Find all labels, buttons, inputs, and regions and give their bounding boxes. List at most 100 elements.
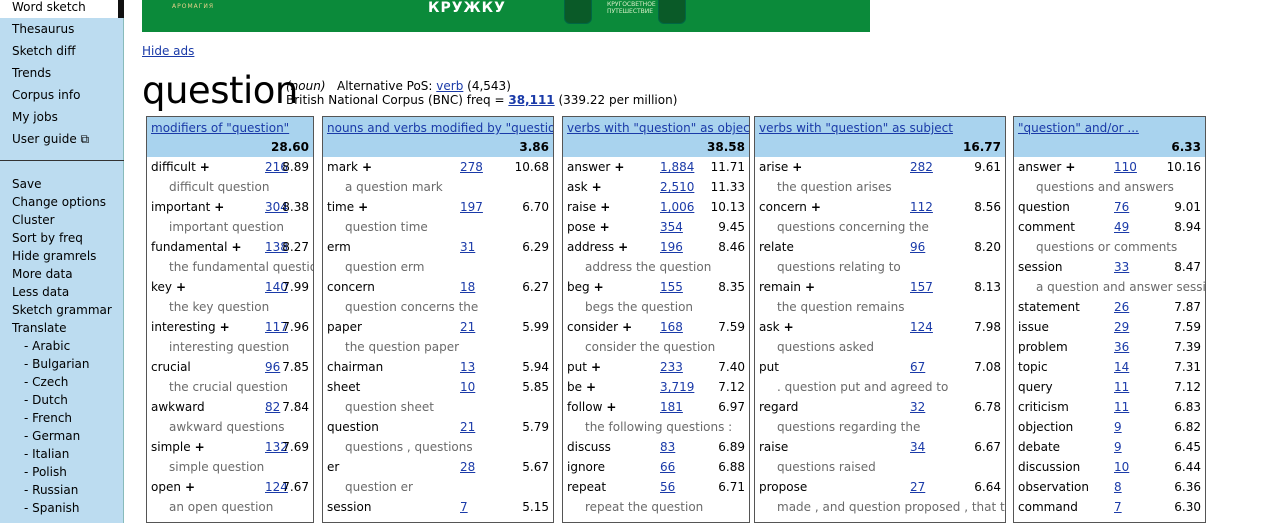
- collocate-example[interactable]: address the question: [585, 260, 712, 274]
- collocate-freq-link[interactable]: 112: [910, 200, 933, 214]
- collocate-word[interactable]: query: [1018, 377, 1057, 397]
- collocate-freq-link[interactable]: 96: [910, 240, 926, 254]
- collocate-word[interactable]: interesting +: [151, 317, 230, 337]
- collocate-freq-link[interactable]: 140: [265, 280, 288, 294]
- hide-ads-link[interactable]: Hide ads: [142, 44, 195, 58]
- collocate-word[interactable]: time +: [327, 197, 368, 217]
- collocate-freq-link[interactable]: 124: [265, 480, 288, 494]
- collocate-freq-link[interactable]: 67: [910, 360, 926, 374]
- collocate-word[interactable]: ignore: [567, 457, 609, 477]
- collocate-word[interactable]: repeat: [567, 477, 610, 497]
- collocate-word[interactable]: open +: [151, 477, 195, 497]
- collocate-example[interactable]: . question put and agreed to: [777, 380, 949, 394]
- collocate-word[interactable]: question: [327, 417, 383, 437]
- collocate-example[interactable]: the crucial question: [169, 380, 288, 394]
- expand-plus-icon[interactable]: +: [219, 320, 230, 334]
- expand-plus-icon[interactable]: +: [1065, 160, 1076, 174]
- collocate-word[interactable]: sheet: [327, 377, 364, 397]
- expand-plus-icon[interactable]: +: [176, 280, 187, 294]
- nav-my-jobs[interactable]: My jobs: [12, 110, 58, 124]
- lang-arabic[interactable]: - Arabic: [24, 339, 71, 353]
- ad-banner[interactable]: АРОМАГИЯ КРУЖКУ КРУГОСВЕТНОЕ ПУТЕШЕСТВИЕ: [142, 0, 870, 32]
- nav-thesaurus[interactable]: Thesaurus: [12, 22, 75, 36]
- collocate-word[interactable]: er: [327, 457, 343, 477]
- collocate-example[interactable]: question er: [345, 480, 413, 494]
- collocate-example[interactable]: the question paper: [345, 340, 460, 354]
- expand-plus-icon[interactable]: +: [593, 280, 604, 294]
- expand-plus-icon[interactable]: +: [590, 360, 601, 374]
- opt-save[interactable]: Save: [12, 177, 42, 191]
- collocate-word[interactable]: pose +: [567, 217, 610, 237]
- collocate-freq-link[interactable]: 117: [265, 320, 288, 334]
- collocate-freq-link[interactable]: 9: [1114, 440, 1122, 454]
- lang-dutch[interactable]: - Dutch: [24, 393, 68, 407]
- collocate-word[interactable]: key +: [151, 277, 186, 297]
- collocate-example[interactable]: consider the question: [585, 340, 716, 354]
- expand-plus-icon[interactable]: +: [231, 240, 242, 254]
- collocate-freq-link[interactable]: 168: [660, 320, 683, 334]
- collocate-example[interactable]: interesting question: [169, 340, 290, 354]
- collocate-freq-link[interactable]: 196: [660, 240, 683, 254]
- collocate-freq-link[interactable]: 96: [265, 360, 281, 374]
- collocate-example[interactable]: question concerns the: [345, 300, 479, 314]
- collocate-freq-link[interactable]: 132: [265, 440, 288, 454]
- collocate-freq-link[interactable]: 49: [1114, 220, 1130, 234]
- corpus-freq-link[interactable]: 38,111: [508, 93, 555, 107]
- collocate-word[interactable]: paper: [327, 317, 366, 337]
- collocate-example[interactable]: questions or comments: [1036, 240, 1178, 254]
- collocate-word[interactable]: address +: [567, 237, 628, 257]
- collocate-freq-link[interactable]: 304: [265, 200, 288, 214]
- collocate-freq-link[interactable]: 21: [460, 420, 476, 434]
- collocate-word[interactable]: put: [759, 357, 783, 377]
- opt-sketch-grammar[interactable]: Sketch grammar: [12, 303, 112, 317]
- collocate-word[interactable]: relate: [759, 237, 798, 257]
- collocate-word[interactable]: answer +: [567, 157, 624, 177]
- expand-plus-icon[interactable]: +: [618, 240, 629, 254]
- lang-french[interactable]: - French: [24, 411, 73, 425]
- opt-more-data[interactable]: More data: [12, 267, 73, 281]
- collocate-word[interactable]: session: [1018, 257, 1066, 277]
- collocate-freq-link[interactable]: 233: [660, 360, 683, 374]
- collocate-word[interactable]: erm: [327, 237, 355, 257]
- collocate-word[interactable]: concern: [327, 277, 379, 297]
- collocate-word[interactable]: criticism: [1018, 397, 1073, 417]
- collocate-freq-link[interactable]: 56: [660, 480, 676, 494]
- collocate-freq-link[interactable]: 82: [265, 400, 281, 414]
- collocate-example[interactable]: the question arises: [777, 180, 892, 194]
- expand-plus-icon[interactable]: +: [792, 160, 803, 174]
- collocate-example[interactable]: a question mark: [345, 180, 443, 194]
- collocate-freq-link[interactable]: 34: [910, 440, 926, 454]
- collocate-word[interactable]: crucial: [151, 357, 195, 377]
- collocate-freq-link[interactable]: 282: [910, 160, 933, 174]
- expand-plus-icon[interactable]: +: [199, 160, 210, 174]
- collocate-word[interactable]: ask +: [759, 317, 794, 337]
- collocate-example[interactable]: important question: [169, 220, 284, 234]
- collocate-freq-link[interactable]: 354: [660, 220, 683, 234]
- collocate-freq-link[interactable]: 13: [460, 360, 476, 374]
- collocate-example[interactable]: questions regarding the: [777, 420, 921, 434]
- collocate-freq-link[interactable]: 197: [460, 200, 483, 214]
- collocate-freq-link[interactable]: 14: [1114, 360, 1130, 374]
- collocate-example[interactable]: begs the question: [585, 300, 694, 314]
- collocate-word[interactable]: discussion: [1018, 457, 1084, 477]
- collocate-freq-link[interactable]: 138: [265, 240, 288, 254]
- collocate-freq-link[interactable]: 66: [660, 460, 676, 474]
- nav-corpus-info[interactable]: Corpus info: [12, 88, 81, 102]
- collocate-freq-link[interactable]: 28: [460, 460, 476, 474]
- collocate-word[interactable]: regard: [759, 397, 802, 417]
- collocate-freq-link[interactable]: 27: [910, 480, 926, 494]
- lang-bulgarian[interactable]: - Bulgarian: [24, 357, 90, 371]
- collocate-freq-link[interactable]: 1,006: [660, 200, 695, 214]
- collocate-word[interactable]: chairman: [327, 357, 387, 377]
- collocate-freq-link[interactable]: 83: [660, 440, 676, 454]
- expand-plus-icon[interactable]: +: [606, 400, 617, 414]
- collocate-example[interactable]: the fundamental question: [169, 260, 313, 274]
- nav-word-sketch[interactable]: Word sketch: [0, 0, 124, 18]
- collocate-freq-link[interactable]: 11: [1114, 380, 1130, 394]
- collocate-word[interactable]: discuss: [567, 437, 615, 457]
- collocate-freq-link[interactable]: 1,884: [660, 160, 695, 174]
- nav-user-guide[interactable]: User guide ⧉: [12, 132, 90, 146]
- gramrel-title-link[interactable]: modifiers of "question": [151, 121, 290, 135]
- collocate-word[interactable]: be +: [567, 377, 596, 397]
- collocate-word[interactable]: raise +: [567, 197, 610, 217]
